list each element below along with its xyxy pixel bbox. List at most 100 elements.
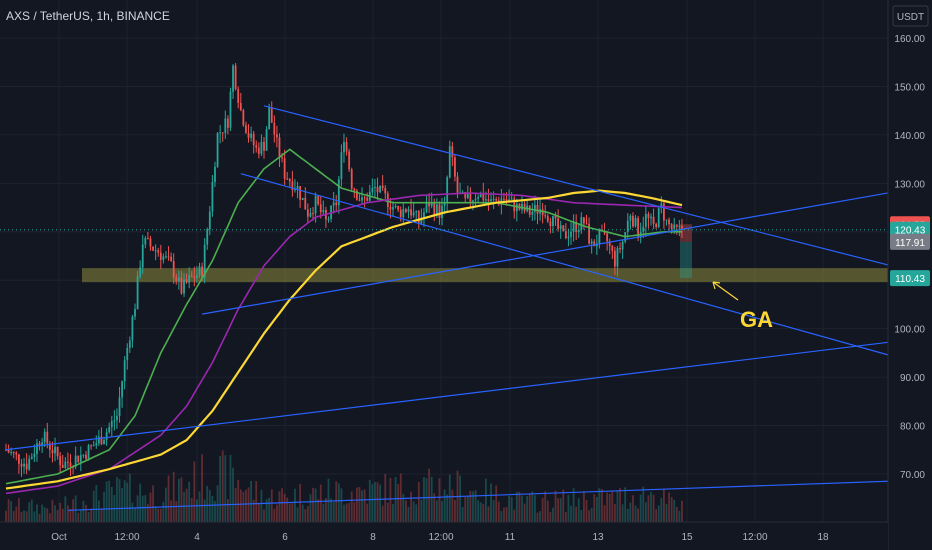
trendline[interactable] bbox=[201, 192, 889, 315]
volume-bar bbox=[61, 508, 64, 522]
trendline[interactable] bbox=[67, 480, 889, 511]
candle-body bbox=[451, 146, 454, 158]
y-tick-label: 70.00 bbox=[900, 470, 925, 481]
volume-bar bbox=[152, 485, 154, 522]
volume-bar bbox=[224, 455, 227, 522]
price-label-text: 110.43 bbox=[895, 274, 925, 285]
price-label-bg bbox=[890, 221, 930, 238]
candle-body bbox=[593, 241, 596, 247]
volume-bar bbox=[474, 490, 477, 522]
ga-annotation[interactable]: GA bbox=[712, 281, 773, 332]
volume-bar bbox=[211, 495, 214, 522]
volume-bar bbox=[162, 501, 165, 522]
candle-body bbox=[466, 193, 469, 199]
volume-bar bbox=[110, 486, 113, 522]
volume-bar bbox=[322, 503, 325, 522]
volume-bar bbox=[139, 483, 142, 522]
volume-bar bbox=[345, 503, 348, 522]
volume-bar bbox=[675, 507, 678, 522]
candle-body bbox=[379, 185, 381, 193]
currency-badge[interactable] bbox=[892, 5, 929, 27]
time-axis[interactable]: Oct 12:00 4 6 8 12:00 11 13 15 12:00 18 bbox=[0, 521, 888, 550]
volume-bar bbox=[30, 499, 33, 522]
candle-body bbox=[128, 340, 131, 349]
candle-body bbox=[87, 445, 90, 459]
volume-bar bbox=[655, 509, 658, 522]
candle-body bbox=[438, 204, 441, 218]
candle-body bbox=[657, 208, 660, 228]
volume-bar bbox=[361, 490, 363, 522]
candle-body bbox=[211, 181, 214, 212]
volume-bar bbox=[172, 471, 175, 522]
volume-bar bbox=[340, 488, 343, 522]
volume-bar bbox=[216, 485, 219, 522]
volume-bar bbox=[36, 504, 38, 522]
candle-body bbox=[121, 381, 123, 398]
volume-bar bbox=[250, 480, 252, 522]
candle-body bbox=[319, 204, 322, 213]
candle-body bbox=[265, 129, 268, 151]
candle-body bbox=[317, 195, 320, 205]
candle-body bbox=[177, 277, 180, 282]
candle-body bbox=[224, 118, 227, 133]
volume-bar bbox=[541, 497, 544, 522]
volume-bar bbox=[451, 489, 454, 522]
candle-body bbox=[327, 218, 330, 220]
volume-bar bbox=[46, 508, 49, 522]
candle-body bbox=[43, 431, 46, 443]
candle-body bbox=[136, 276, 139, 310]
volume-bar bbox=[374, 481, 376, 522]
price-axis[interactable]: 70.0080.0090.00100.00110.00120.00130.001… bbox=[887, 0, 932, 550]
candle-body bbox=[433, 202, 436, 215]
volume-bar bbox=[7, 499, 10, 522]
volume-bars bbox=[5, 450, 683, 522]
candle-body bbox=[154, 250, 157, 252]
candle-body bbox=[157, 250, 160, 253]
candle-body bbox=[590, 241, 593, 244]
volume-bar bbox=[663, 488, 665, 522]
candle-body bbox=[30, 456, 33, 459]
candle-body bbox=[583, 217, 585, 224]
candle-body bbox=[116, 415, 118, 421]
volume-bar bbox=[479, 502, 482, 522]
candle-body bbox=[193, 276, 196, 279]
candle-body bbox=[510, 198, 513, 200]
trendline[interactable] bbox=[5, 341, 889, 451]
candle-body bbox=[41, 442, 44, 446]
volume-bar bbox=[97, 500, 100, 522]
trendline[interactable] bbox=[263, 105, 889, 266]
candle-body bbox=[214, 166, 216, 182]
volume-bar bbox=[38, 513, 41, 522]
candle-body bbox=[5, 449, 7, 451]
volume-bar bbox=[126, 482, 129, 522]
volume-bar bbox=[539, 511, 541, 522]
candle-body bbox=[216, 133, 219, 167]
volume-bar bbox=[128, 473, 131, 522]
candle-body bbox=[681, 225, 683, 230]
moving-average-line bbox=[5, 189, 683, 490]
volume-bar bbox=[33, 511, 36, 522]
candle-body bbox=[420, 218, 423, 224]
volume-bar bbox=[626, 508, 629, 522]
volume-bar bbox=[459, 475, 461, 522]
candle-body bbox=[7, 449, 10, 453]
volume-bar bbox=[165, 487, 167, 522]
volume-bar bbox=[420, 499, 423, 522]
volume-bar bbox=[417, 482, 420, 522]
volume-bar bbox=[103, 491, 105, 522]
candle-body bbox=[286, 178, 289, 180]
volume-bar bbox=[443, 489, 446, 522]
candle-body bbox=[660, 203, 663, 209]
candle-body bbox=[283, 158, 286, 179]
volume-bar bbox=[265, 499, 268, 522]
volume-bar bbox=[521, 495, 523, 522]
y-tick-label: 130.00 bbox=[894, 179, 925, 190]
volume-bar bbox=[116, 477, 118, 522]
candle-body bbox=[371, 187, 374, 192]
volume-bar bbox=[611, 490, 614, 522]
candle-body bbox=[278, 137, 281, 158]
volume-bar bbox=[371, 484, 374, 522]
volume-bar bbox=[193, 461, 196, 522]
trendline[interactable] bbox=[240, 173, 889, 356]
